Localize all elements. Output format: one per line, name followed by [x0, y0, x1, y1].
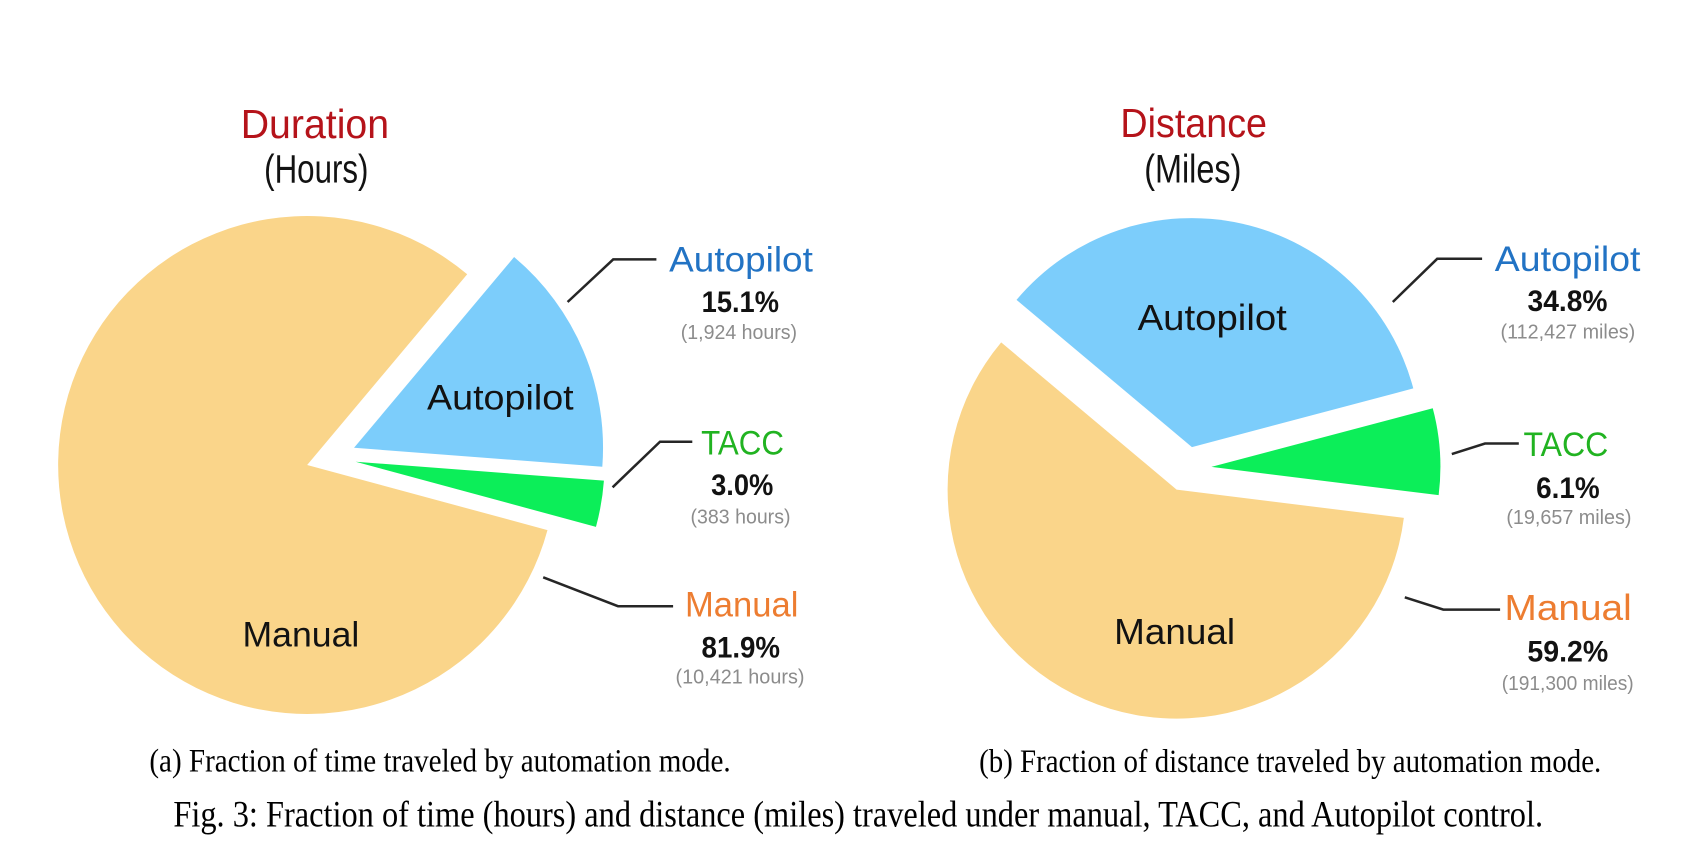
- svg-text:(b) Fraction of distance trave: (b) Fraction of distance traveled by aut…: [979, 743, 1601, 779]
- svg-text:(191,300 miles): (191,300 miles): [1502, 673, 1634, 695]
- svg-text:TACC: TACC: [1524, 425, 1609, 463]
- svg-text:Manual: Manual: [685, 586, 798, 625]
- svg-text:3.0%: 3.0%: [711, 469, 773, 502]
- svg-text:Autopilot: Autopilot: [1495, 239, 1641, 279]
- svg-text:Autopilot: Autopilot: [427, 378, 574, 417]
- svg-text:(Hours): (Hours): [264, 147, 368, 191]
- svg-text:(1,924 hours): (1,924 hours): [681, 322, 797, 344]
- svg-text:(Miles): (Miles): [1144, 146, 1241, 191]
- svg-text:Manual: Manual: [1505, 587, 1632, 627]
- svg-text:Autopilot: Autopilot: [1138, 297, 1288, 338]
- svg-text:(10,421 hours): (10,421 hours): [676, 666, 805, 688]
- svg-text:(a) Fraction of time traveled: (a) Fraction of time traveled by automat…: [149, 742, 730, 779]
- svg-text:Distance: Distance: [1120, 101, 1267, 147]
- svg-text:59.2%: 59.2%: [1527, 636, 1608, 669]
- svg-text:Fig. 3: Fraction of time (hour: Fig. 3: Fraction of time (hours) and dis…: [173, 793, 1543, 835]
- svg-text:15.1%: 15.1%: [702, 286, 779, 319]
- svg-text:TACC: TACC: [701, 423, 784, 462]
- svg-text:34.8%: 34.8%: [1528, 285, 1608, 318]
- svg-text:Duration: Duration: [241, 102, 389, 147]
- svg-text:6.1%: 6.1%: [1536, 472, 1600, 505]
- svg-text:Autopilot: Autopilot: [669, 239, 813, 279]
- svg-text:(112,427 miles): (112,427 miles): [1501, 322, 1636, 344]
- svg-text:Manual: Manual: [243, 616, 360, 655]
- svg-text:(19,657 miles): (19,657 miles): [1506, 507, 1631, 529]
- svg-text:81.9%: 81.9%: [702, 631, 780, 664]
- svg-text:(383 hours): (383 hours): [691, 506, 791, 528]
- svg-text:Manual: Manual: [1114, 611, 1235, 652]
